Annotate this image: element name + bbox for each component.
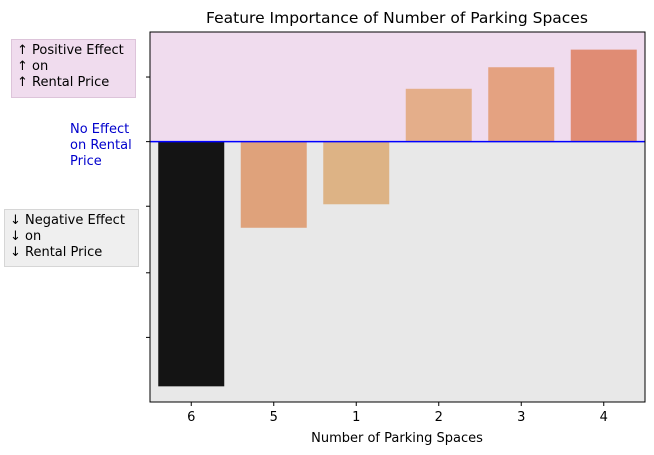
x-tick-label-5: 5	[270, 410, 278, 425]
bar-1	[323, 141, 390, 205]
plot-frame	[149, 31, 646, 403]
positive-effect-region	[150, 32, 645, 142]
no-effect-line-1: No Effect	[70, 122, 130, 137]
no-effect-line-3: Price	[70, 154, 102, 169]
negative-effect-region	[150, 141, 645, 402]
x-tick-label-1: 1	[352, 410, 360, 425]
no-effect-annotation: No Effect on Rental Price	[70, 122, 132, 170]
bar-6	[158, 141, 225, 387]
positive-annotation-line-3: ↑ Rental Price	[17, 75, 110, 90]
bar-5	[240, 141, 307, 228]
x-axis-label: Number of Parking Spaces	[311, 431, 483, 446]
positive-effect-annotation: ↑ Positive Effect ↑ on ↑ Rental Price	[11, 39, 136, 98]
x-tick-label-4: 4	[600, 410, 608, 425]
chart-title: Feature Importance of Number of Parking …	[206, 9, 588, 27]
positive-annotation-line-2: ↑ on	[17, 59, 49, 74]
y-axis-ticks	[146, 76, 150, 338]
no-effect-line-2: on Rental	[70, 138, 132, 153]
positive-annotation-line-1: ↑ Positive Effect	[17, 43, 124, 58]
x-axis-ticks: 6 5 1 2 3 4	[187, 402, 608, 425]
bar-4	[570, 49, 637, 142]
bar-2	[405, 88, 472, 142]
x-tick-label-6: 6	[187, 410, 195, 425]
bars	[158, 49, 637, 387]
negative-annotation-line-1: ↓ Negative Effect	[10, 213, 125, 228]
negative-effect-annotation: ↓ Negative Effect ↓ on ↓ Rental Price	[4, 209, 139, 267]
negative-annotation-line-3: ↓ Rental Price	[10, 245, 103, 260]
x-tick-label-2: 2	[435, 410, 443, 425]
x-tick-label-3: 3	[517, 410, 525, 425]
bar-3	[488, 67, 555, 142]
negative-annotation-line-2: ↓ on	[10, 229, 42, 244]
